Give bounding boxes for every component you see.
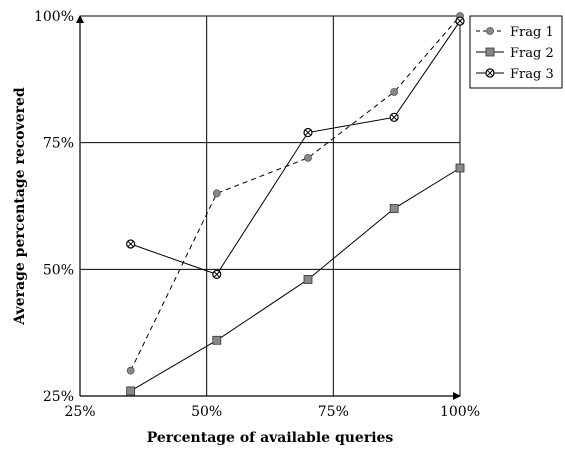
series-line <box>130 15 461 371</box>
data-point-marker <box>212 335 222 345</box>
data-point-marker <box>126 366 135 375</box>
data-point-marker <box>389 112 399 122</box>
series-line <box>130 20 461 276</box>
data-point-marker <box>455 16 465 26</box>
x-axis-label: Percentage of available queries <box>147 430 394 446</box>
data-point-marker <box>126 386 136 396</box>
marker-cross <box>456 17 464 25</box>
x-axis-arrow <box>453 392 461 400</box>
series-2 <box>126 163 465 396</box>
y-axis-arrow <box>76 15 84 23</box>
series-1 <box>126 12 464 375</box>
data-point-marker <box>485 68 495 78</box>
legend-label: Frag 1 <box>510 25 554 40</box>
data-point-marker <box>304 153 312 162</box>
y-tick-label: 50% <box>43 262 74 278</box>
legend-item: Frag 1 <box>476 25 554 40</box>
legend-item: Frag 2 <box>476 46 554 61</box>
data-point-marker <box>212 189 221 198</box>
marker-cross <box>127 240 134 248</box>
tick-labels: 25% 50% 75% 100% 25% 50% 75% 100% <box>34 9 480 420</box>
marker-cross <box>304 129 312 136</box>
data-point-marker <box>455 163 465 173</box>
data-point-marker <box>126 239 136 249</box>
x-tick-label: 75% <box>318 404 349 420</box>
data-point-marker <box>212 269 222 279</box>
y-tick-label: 75% <box>43 136 74 152</box>
legend-item: Frag 3 <box>476 67 554 82</box>
marker-cross <box>213 271 220 278</box>
data-point-marker <box>390 88 399 96</box>
y-tick-label: 25% <box>43 389 74 405</box>
legend-label: Frag 3 <box>510 67 554 82</box>
data-point-marker <box>485 47 495 57</box>
data-series <box>126 12 465 396</box>
x-tick-label: 25% <box>64 404 95 420</box>
data-point-marker <box>303 127 313 138</box>
grid-lines <box>80 15 461 396</box>
x-tick-label: 100% <box>440 404 480 420</box>
series-3 <box>126 16 465 279</box>
legend: Frag 1 Frag 2 Frag 3 <box>469 15 563 89</box>
x-tick-label: 50% <box>191 404 222 420</box>
data-point-marker <box>486 27 494 35</box>
data-point-marker <box>389 204 399 213</box>
y-axis-label: Average percentage recovered <box>12 87 28 326</box>
marker-cross <box>486 69 494 77</box>
marker-cross <box>390 114 398 121</box>
series-line <box>130 167 461 392</box>
axes <box>76 15 461 400</box>
y-tick-label: 100% <box>34 9 74 25</box>
legend-label: Frag 2 <box>510 46 554 61</box>
data-point-marker <box>303 275 313 284</box>
